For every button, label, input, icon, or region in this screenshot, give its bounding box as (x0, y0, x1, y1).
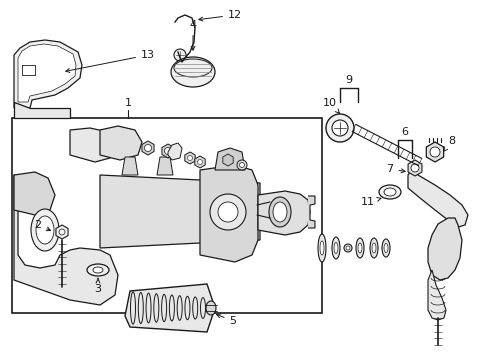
Polygon shape (14, 40, 82, 108)
Polygon shape (100, 126, 142, 160)
Text: 5: 5 (216, 314, 236, 326)
Circle shape (164, 148, 171, 154)
Circle shape (174, 49, 185, 61)
Circle shape (187, 156, 192, 161)
Text: 3: 3 (94, 278, 102, 294)
Circle shape (325, 114, 353, 142)
Ellipse shape (381, 239, 389, 257)
Polygon shape (18, 44, 76, 102)
Text: 10: 10 (323, 98, 339, 113)
Ellipse shape (369, 238, 377, 258)
Polygon shape (426, 142, 443, 162)
Polygon shape (168, 143, 182, 160)
Text: 8: 8 (443, 136, 455, 151)
Text: 6: 6 (401, 127, 407, 137)
Polygon shape (100, 175, 260, 248)
Polygon shape (407, 160, 421, 176)
Polygon shape (307, 196, 314, 228)
Ellipse shape (87, 264, 109, 276)
Text: 2: 2 (34, 220, 50, 231)
Circle shape (218, 202, 238, 222)
Polygon shape (70, 128, 115, 162)
Circle shape (331, 120, 347, 136)
Ellipse shape (317, 234, 325, 262)
Polygon shape (194, 156, 205, 168)
Polygon shape (223, 154, 233, 166)
Polygon shape (56, 225, 68, 239)
Ellipse shape (93, 267, 103, 273)
Ellipse shape (272, 202, 286, 222)
Polygon shape (200, 165, 258, 262)
Ellipse shape (346, 246, 349, 250)
Text: 11: 11 (360, 197, 380, 207)
Text: 13: 13 (66, 50, 155, 72)
Ellipse shape (31, 209, 59, 251)
Polygon shape (14, 175, 118, 305)
Ellipse shape (331, 237, 339, 259)
Text: 9: 9 (345, 75, 352, 85)
Circle shape (429, 147, 439, 157)
Ellipse shape (333, 243, 337, 253)
Ellipse shape (268, 197, 290, 227)
Ellipse shape (174, 59, 212, 77)
Polygon shape (427, 270, 445, 320)
Ellipse shape (205, 301, 216, 315)
Ellipse shape (383, 188, 395, 196)
Polygon shape (125, 284, 215, 332)
Polygon shape (157, 157, 173, 175)
Ellipse shape (355, 238, 363, 258)
Ellipse shape (371, 243, 375, 253)
Text: 12: 12 (199, 10, 242, 21)
Polygon shape (258, 191, 309, 235)
Polygon shape (142, 141, 154, 155)
Ellipse shape (319, 241, 324, 255)
Ellipse shape (357, 243, 361, 253)
Text: 7: 7 (386, 164, 405, 174)
Ellipse shape (378, 185, 400, 199)
Polygon shape (407, 165, 467, 228)
Circle shape (239, 162, 244, 167)
Ellipse shape (383, 243, 387, 252)
Polygon shape (184, 152, 195, 164)
Polygon shape (427, 218, 461, 280)
Circle shape (209, 194, 245, 230)
Polygon shape (162, 144, 174, 158)
Polygon shape (215, 148, 244, 170)
Polygon shape (14, 172, 55, 215)
Ellipse shape (171, 57, 215, 87)
Polygon shape (122, 157, 138, 175)
Polygon shape (14, 102, 70, 118)
Ellipse shape (36, 216, 54, 244)
Circle shape (144, 144, 151, 152)
Circle shape (410, 164, 418, 172)
Circle shape (237, 160, 246, 170)
Bar (12, 118, 321, 313)
Text: 4: 4 (189, 20, 196, 50)
Text: 1: 1 (124, 98, 131, 108)
Ellipse shape (343, 244, 351, 252)
Circle shape (197, 159, 202, 165)
